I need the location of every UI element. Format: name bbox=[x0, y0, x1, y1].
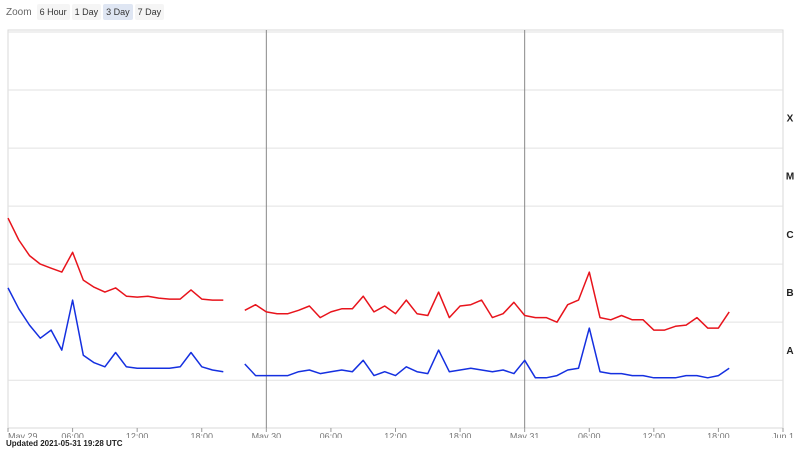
x-tick-label: 06:00 bbox=[61, 431, 84, 438]
zoom-button[interactable]: 7 Day bbox=[134, 4, 165, 20]
x-tick-label: 06:00 bbox=[578, 431, 601, 438]
class-label: M bbox=[786, 172, 794, 183]
zoom-button[interactable]: 3 Day bbox=[103, 4, 133, 20]
x-tick-label: 18:00 bbox=[449, 431, 472, 438]
class-label: B bbox=[786, 288, 793, 299]
zoom-button[interactable]: 1 Day bbox=[71, 4, 102, 20]
x-tick-label: 18:00 bbox=[190, 431, 213, 438]
updated-note: Updated 2021-05-31 19:28 UTC bbox=[6, 439, 123, 448]
zoom-bar: Zoom 6 Hour 1 Day 3 Day 7 Day bbox=[6, 4, 165, 20]
zoom-button[interactable]: 6 Hour bbox=[36, 4, 70, 20]
x-tick-label: May 31 bbox=[510, 431, 540, 438]
x-tick-label: Jun 1 bbox=[772, 431, 794, 438]
x-tick-label: 06:00 bbox=[320, 431, 343, 438]
x-tick-label: 18:00 bbox=[707, 431, 730, 438]
class-label: C bbox=[786, 230, 793, 241]
x-tick-label: 12:00 bbox=[643, 431, 666, 438]
flux-line bbox=[7, 217, 730, 331]
x-tick-label: 12:00 bbox=[126, 431, 149, 438]
chart: A B C M X May 29 06:00 12:00 18:00 May 30 06:00 12:… bbox=[7, 29, 794, 438]
class-label: A bbox=[786, 346, 793, 357]
x-tick-label: 12:00 bbox=[384, 431, 407, 438]
zoom-label: Zoom bbox=[6, 6, 32, 18]
x-tick-label: May 29 bbox=[8, 431, 38, 438]
x-tick-label: May 30 bbox=[252, 431, 282, 438]
flux-line bbox=[7, 287, 730, 379]
class-label: X bbox=[787, 114, 794, 125]
